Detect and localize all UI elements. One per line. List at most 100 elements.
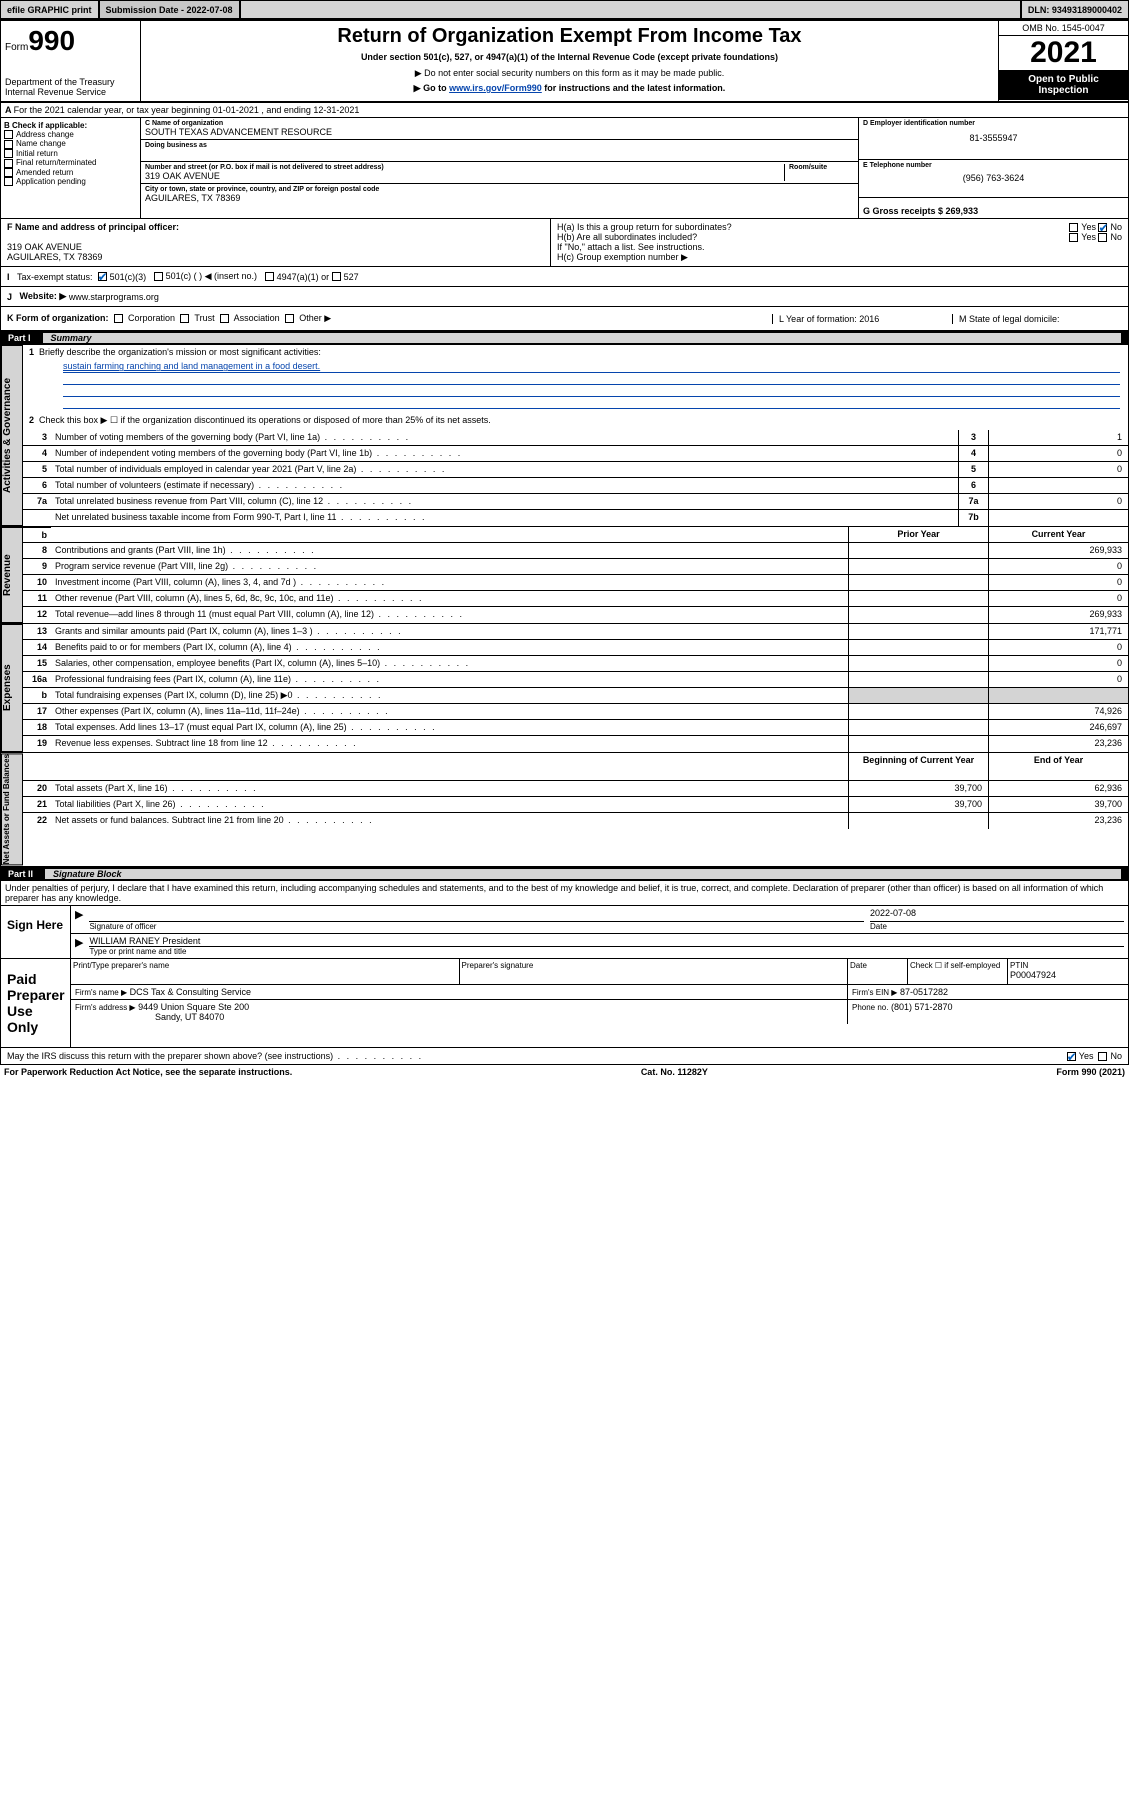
row-label: Investment income (Part VIII, column (A)… (51, 575, 848, 590)
table-row: 8Contributions and grants (Part VIII, li… (23, 543, 1128, 559)
firm-name-value: DCS Tax & Consulting Service (130, 987, 251, 997)
line-i: I Tax-exempt status: 501(c)(3) 501(c) ( … (0, 267, 1129, 287)
ptin-label: PTIN (1010, 961, 1126, 970)
check-name-change[interactable]: Name change (4, 139, 137, 148)
row-current: 269,933 (988, 607, 1128, 623)
sidebar-revenue: Revenue (1, 527, 23, 623)
check-other[interactable] (285, 314, 294, 323)
table-row: 17Other expenses (Part IX, column (A), l… (23, 704, 1128, 720)
yes-1: Yes (1081, 222, 1096, 232)
may-irs-answer: Yes No (1067, 1051, 1122, 1061)
table-row: 12Total revenue—add lines 8 through 11 (… (23, 607, 1128, 623)
check-address-change[interactable]: Address change (4, 130, 137, 139)
firm-addr2: Sandy, UT 84070 (75, 1012, 843, 1022)
city-label: City or town, state or province, country… (145, 186, 854, 193)
line2-text: Check this box ▶ ☐ if the organization d… (39, 415, 491, 425)
row-box: 7b (958, 510, 988, 526)
firm-addr-label: Firm's address ▶ (75, 1003, 136, 1012)
table-row: 20Total assets (Part X, line 16)39,70062… (23, 781, 1128, 797)
sub3-suffix: for instructions and the latest informat… (542, 83, 726, 93)
row-prior (848, 656, 988, 671)
firm-phone-label: Phone no. (852, 1003, 888, 1012)
row-num: b (23, 688, 51, 703)
declaration-text: Under penalties of perjury, I declare th… (0, 881, 1129, 905)
opt-corp: Corporation (128, 313, 175, 323)
prep-date-label: Date (850, 961, 905, 970)
footer-mid: Cat. No. 11282Y (641, 1067, 708, 1077)
instructions-link[interactable]: www.irs.gov/Form990 (449, 83, 542, 93)
row-num: 20 (23, 781, 51, 796)
check-application-pending[interactable]: Application pending (4, 177, 137, 186)
table-row: 5Total number of individuals employed in… (23, 462, 1128, 478)
row-label: Total expenses. Add lines 13–17 (must eq… (51, 720, 848, 735)
line1: 1 Briefly describe the organization's mi… (23, 345, 1128, 359)
row-num: 4 (23, 446, 51, 461)
row-current: 0 (988, 591, 1128, 606)
row-current: 23,236 (988, 813, 1128, 829)
check-amended-return[interactable]: Amended return (4, 168, 137, 177)
footer-left: For Paperwork Reduction Act Notice, see … (4, 1067, 292, 1077)
no-2: No (1110, 232, 1122, 242)
row-box: 6 (958, 478, 988, 493)
room-label: Room/suite (789, 164, 854, 171)
table-row: 9Program service revenue (Part VIII, lin… (23, 559, 1128, 575)
officer-name-value: WILLIAM RANEY President (89, 936, 1124, 947)
row-box: 5 (958, 462, 988, 477)
row-num: 19 (23, 736, 51, 752)
sidebar-net-assets: Net Assets or Fund Balances (1, 753, 23, 865)
form-number: 990 (28, 25, 75, 56)
row-prior: 39,700 (848, 781, 988, 796)
check-501c[interactable] (154, 272, 163, 281)
table-row: 16aProfessional fundraising fees (Part I… (23, 672, 1128, 688)
row-label: Salaries, other compensation, employee b… (51, 656, 848, 671)
row-num (23, 510, 51, 526)
table-row: 18Total expenses. Add lines 13–17 (must … (23, 720, 1128, 736)
firm-ein-label: Firm's EIN ▶ (852, 988, 897, 997)
signature-block: Sign Here ▶ Signature of officer 2022-07… (0, 905, 1129, 1048)
check-527[interactable] (332, 272, 341, 281)
table-row: 19Revenue less expenses. Subtract line 1… (23, 736, 1128, 752)
table-row: 3Number of voting members of the governi… (23, 430, 1128, 446)
row-prior (848, 720, 988, 735)
check-assoc[interactable] (220, 314, 229, 323)
row-label: Net assets or fund balances. Subtract li… (51, 813, 848, 829)
check-501c3[interactable] (98, 272, 107, 281)
row-label: Total fundraising expenses (Part IX, col… (51, 688, 848, 703)
line2: 2 Check this box ▶ ☐ if the organization… (23, 411, 1128, 430)
arrow-icon-2: ▶ (75, 936, 83, 956)
row-prior (848, 559, 988, 574)
line-j: J Website: ▶ www.starprograms.org (0, 287, 1129, 307)
website-value: www.starprograms.org (69, 292, 159, 302)
col-begin-year: Beginning of Current Year (848, 753, 988, 780)
activities-governance-section: Activities & Governance 1 Briefly descri… (0, 345, 1129, 527)
row-label: Total number of volunteers (estimate if … (51, 478, 958, 493)
row-current: 62,936 (988, 781, 1128, 796)
hb-note: If "No," attach a list. See instructions… (557, 242, 1122, 252)
section-b-label: B Check if applicable: (4, 121, 137, 130)
gross-receipts: G Gross receipts $ 269,933 (863, 206, 1124, 216)
row-prior (848, 624, 988, 639)
row-prior (848, 813, 988, 829)
table-row: 21Total liabilities (Part X, line 26)39,… (23, 797, 1128, 813)
firm-addr1: 9449 Union Square Ste 200 (138, 1002, 249, 1012)
sig-officer-label: Signature of officer (89, 922, 864, 931)
row-num: 8 (23, 543, 51, 558)
sub3-prefix: ▶ Go to (414, 83, 449, 93)
dba-label: Doing business as (145, 142, 854, 149)
check-trust[interactable] (180, 314, 189, 323)
check-corp[interactable] (114, 314, 123, 323)
table-row: 6Total number of volunteers (estimate if… (23, 478, 1128, 494)
opt-501c: 501(c) ( ) ◀ (insert no.) (166, 271, 257, 282)
part1-title: Summary (43, 333, 1121, 343)
street-address: 319 OAK AVENUE (145, 171, 784, 181)
no-1: No (1110, 222, 1122, 232)
check-initial-return[interactable]: Initial return (4, 149, 137, 158)
submission-date-button[interactable]: Submission Date - 2022-07-08 (99, 0, 240, 19)
row-current: 0 (988, 672, 1128, 687)
check-4947[interactable] (265, 272, 274, 281)
officer-type-label: Type or print name and title (89, 947, 1124, 956)
form-header: Form990 Department of the Treasury Inter… (0, 20, 1129, 102)
expenses-section: Expenses 13Grants and similar amounts pa… (0, 624, 1129, 753)
state-domicile: M State of legal domicile: (952, 314, 1122, 324)
check-final-return[interactable]: Final return/terminated (4, 158, 137, 167)
